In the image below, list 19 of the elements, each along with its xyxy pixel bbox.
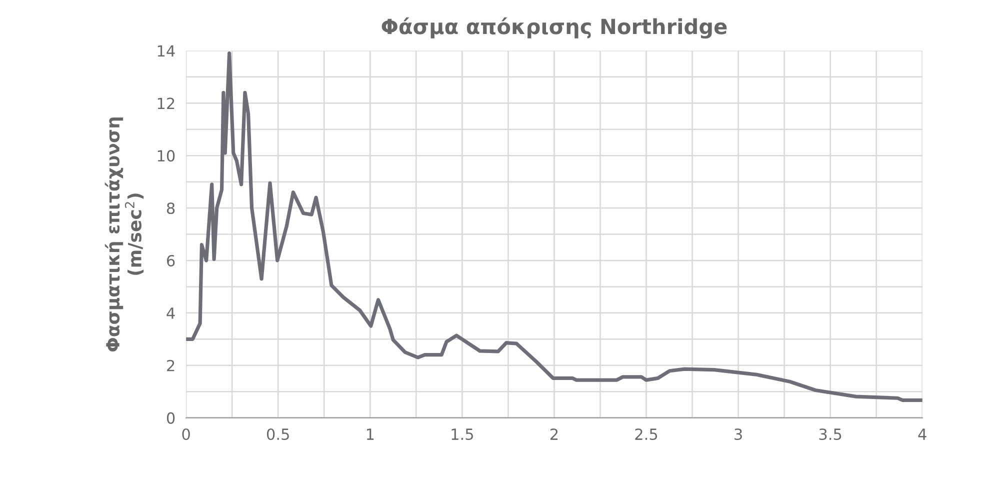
y-tick-label: 0 <box>166 412 175 424</box>
y-tick-label: 12 <box>158 98 174 109</box>
x-tick-label: 2.5 <box>635 428 658 440</box>
x-tick-label: 2 <box>550 428 558 440</box>
x-tick-label: 3 <box>734 428 742 440</box>
y-tick-label: 6 <box>166 254 175 266</box>
x-tick-label: 4 <box>918 428 926 440</box>
x-tick-label: 1.5 <box>452 428 473 440</box>
x-tick-label: 1 <box>366 428 374 440</box>
x-tick-label: 0.5 <box>266 428 289 440</box>
y-axis-title: Φασματική επιτάχυνση (m/sec$^{2}$) <box>104 117 144 352</box>
y-tick-label: 8 <box>166 202 175 214</box>
y-tick-label: 14 <box>158 45 175 57</box>
y-tick-label: 2 <box>167 360 174 372</box>
x-tick-label: 3.5 <box>819 428 842 440</box>
y-tick-label: 4 <box>166 308 175 319</box>
x-tick-label: 0 <box>182 428 190 440</box>
chart-title: Φάσμα απόκρισης Northridge <box>382 17 727 39</box>
y-tick-label: 10 <box>158 150 175 162</box>
